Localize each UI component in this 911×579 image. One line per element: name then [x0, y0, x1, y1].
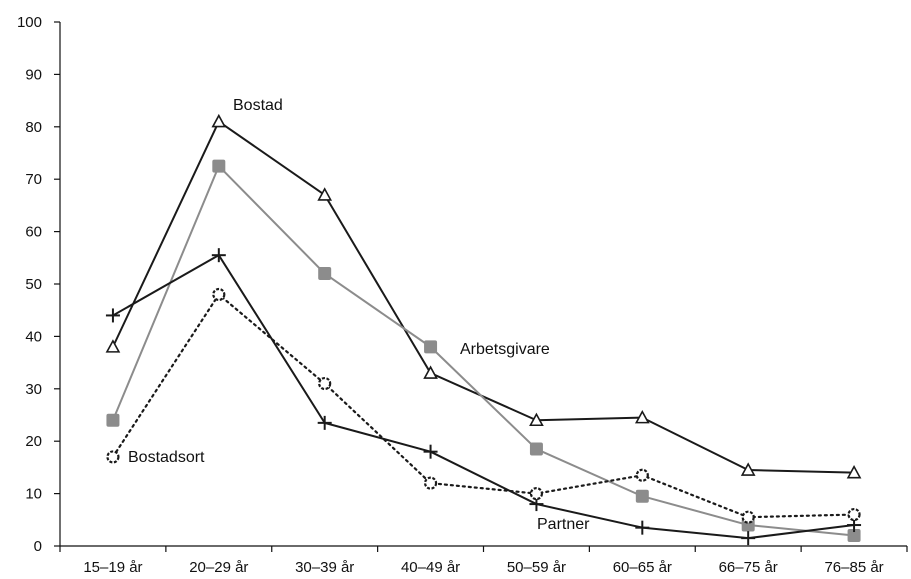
x-tick-label: 66–75 år [719, 559, 778, 576]
data-point-bostadsort [847, 507, 861, 522]
y-tick-label: 20 [25, 433, 42, 450]
data-point-bostadsort [635, 468, 649, 482]
series-line-bostadsort [111, 293, 856, 519]
data-point-bostad [423, 365, 438, 379]
y-tick-label: 10 [25, 486, 42, 503]
data-point-bostadsort [106, 450, 120, 464]
y-tick-label: 60 [25, 224, 42, 241]
y-tick-label: 40 [25, 328, 42, 345]
data-point-bostad [211, 113, 227, 128]
data-point-bostad [846, 464, 862, 479]
data-point-partner [211, 248, 226, 263]
data-point-arbetsgivare [424, 340, 438, 354]
series-label-arbetsgivare: Arbetsgivare [460, 341, 550, 358]
x-tick-label: 40–49 år [401, 559, 460, 576]
x-tick-label: 20–29 år [189, 559, 248, 576]
x-tick-label: 30–39 år [295, 559, 354, 576]
data-point-arbetsgivare [212, 159, 226, 173]
data-point-bostadsort [423, 476, 438, 490]
series-labels: Bostad Arbetsgivare Partner Bostadsort [128, 97, 590, 533]
data-point-arbetsgivare [635, 489, 649, 503]
data-point-arbetsgivare [318, 267, 332, 281]
data-point-bostad [317, 187, 333, 201]
series-line-arbetsgivare [112, 165, 855, 537]
x-tick-label: 76–85 år [824, 559, 883, 576]
x-ticks: 15–19 år 20–29 år 30–39 år 40–49 år 50–59 år… [59, 546, 908, 576]
series-lines [111, 120, 856, 540]
data-point-bostad [105, 339, 121, 353]
y-ticks: 0 10 20 30 40 50 60 70 80 90 100 [17, 14, 60, 555]
data-point-bostad [634, 409, 650, 424]
data-point-partner [741, 531, 756, 546]
x-tick-label: 60–65 år [613, 559, 672, 576]
data-point-partner [529, 497, 544, 512]
data-point-arbetsgivare [529, 442, 543, 456]
data-point-bostad [740, 462, 756, 476]
data-point-bostadsort [529, 487, 544, 501]
series-label-partner: Partner [537, 516, 590, 533]
series-label-bostad: Bostad [233, 97, 283, 114]
y-tick-label: 100 [17, 14, 42, 31]
series-line-partner [112, 254, 855, 540]
data-point-bostad [529, 412, 544, 427]
y-tick-label: 30 [25, 381, 42, 398]
x-tick-label: 50–59 år [507, 559, 566, 576]
y-tick-label: 80 [25, 119, 42, 136]
data-point-arbetsgivare [106, 413, 120, 427]
data-point-partner [317, 415, 332, 430]
data-point-partner [635, 520, 650, 535]
series-label-bostadsort: Bostadsort [128, 449, 205, 466]
y-tick-label: 50 [25, 276, 42, 293]
y-tick-label: 0 [34, 538, 42, 555]
y-tick-label: 90 [25, 66, 42, 83]
series-markers [105, 113, 862, 546]
data-point-bostadsort [318, 376, 332, 391]
data-point-bostadsort [212, 287, 226, 302]
data-point-partner [105, 308, 120, 323]
data-point-bostadsort [741, 510, 755, 524]
data-point-partner [423, 444, 438, 459]
y-tick-label: 70 [25, 171, 42, 188]
x-tick-label: 15–19 år [83, 559, 142, 576]
axes [59, 22, 907, 547]
data-point-partner [847, 518, 862, 533]
